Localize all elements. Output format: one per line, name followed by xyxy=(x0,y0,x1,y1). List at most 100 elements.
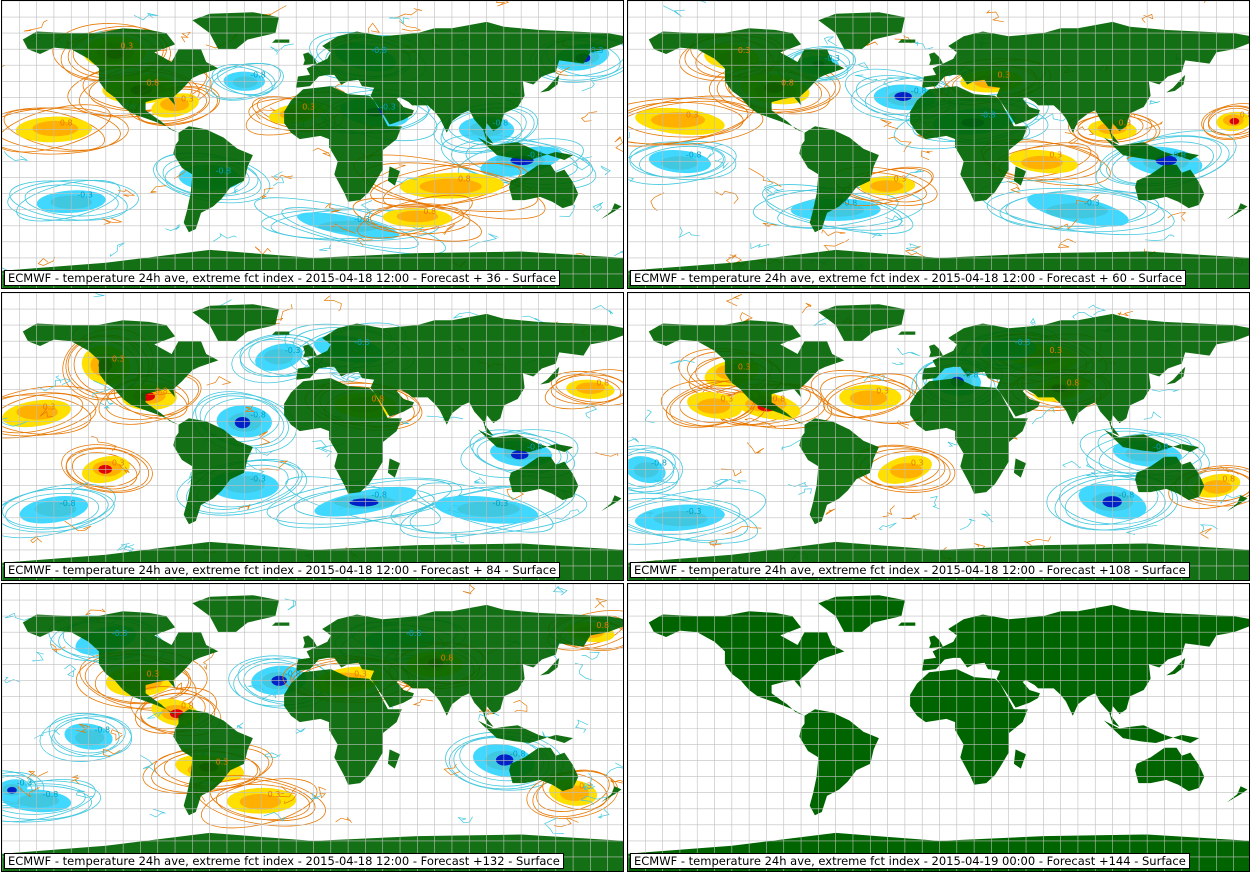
svg-text:0.3: 0.3 xyxy=(876,386,889,395)
map-caption: ECMWF - temperature 24h ave, extreme fct… xyxy=(630,562,1190,578)
svg-text:0.3: 0.3 xyxy=(112,354,125,363)
map-panel-fc36: 0.3 0.8 0.3 -0.8 0.3 -0.8 -0.3 -0.8 -0.3 0.8 -0.3 -… xyxy=(1,0,624,289)
svg-text:0.3: 0.3 xyxy=(1049,346,1062,355)
lat-lon-grid xyxy=(2,293,623,580)
svg-text:-0.3: -0.3 xyxy=(17,779,33,788)
svg-text:-0.8: -0.8 xyxy=(1153,443,1169,452)
svg-text:-0.8: -0.8 xyxy=(980,110,996,119)
svg-text:-0.8: -0.8 xyxy=(686,151,702,160)
contour-labels: 0.3 0.8 0.3 -0.8 -0.3 0.8 -0.3 -0.8 -0.3 -0.8 -0.3… xyxy=(43,338,610,508)
svg-text:0.8: 0.8 xyxy=(1222,475,1235,484)
svg-text:-0.8: -0.8 xyxy=(493,118,509,127)
svg-text:-0.8: -0.8 xyxy=(1170,151,1186,160)
svg-text:0.3: 0.3 xyxy=(354,669,367,678)
svg-text:0.8: 0.8 xyxy=(155,386,168,395)
contour-labels: 0.3 0.8 0.3 -0.8 0.3 0.8 0.3 -0.8 -0.3 -0.8 0.3 0.8… xyxy=(651,338,1235,516)
svg-text:0.8: 0.8 xyxy=(1067,378,1080,387)
svg-text:0.3: 0.3 xyxy=(120,41,133,50)
svg-text:-0.3: -0.3 xyxy=(77,191,93,200)
svg-text:0.8: 0.8 xyxy=(458,175,471,184)
svg-text:-0.8: -0.8 xyxy=(527,443,543,452)
map-caption: ECMWF - temperature 24h ave, extreme fct… xyxy=(4,562,561,578)
svg-text:0.3: 0.3 xyxy=(146,669,159,678)
map-caption: ECMWF - temperature 24h ave, extreme fct… xyxy=(630,853,1190,869)
contour-labels: 0.3 0.8 -0.3 -0.8 0.3 -0.8 0.3 -0.8 0.3 -0.8 0.3 -0… xyxy=(686,46,1250,208)
svg-text:-0.8: -0.8 xyxy=(371,491,387,500)
svg-text:0.8: 0.8 xyxy=(772,394,785,403)
contour-labels: 0.3 0.8 -0.3 -0.8 -0.3 0.8 0.3 -0.8 0.3 -0.8 0.3 -0… xyxy=(17,621,609,799)
map-canvas: 0.3 0.8 -0.3 -0.8 0.3 -0.8 0.3 -0.8 0.3 -0.8 0.3 -0… xyxy=(628,1,1250,288)
contour-labels: 0.3 0.8 0.3 -0.8 0.3 -0.8 -0.3 -0.8 -0.3 0.8 -0.3 -… xyxy=(60,41,603,223)
svg-text:0.3: 0.3 xyxy=(1049,151,1062,160)
svg-text:0.8: 0.8 xyxy=(60,118,73,127)
svg-text:-0.8: -0.8 xyxy=(216,167,232,176)
svg-text:0.8: 0.8 xyxy=(423,207,436,216)
svg-text:-0.8: -0.8 xyxy=(1119,491,1135,500)
svg-text:0.3: 0.3 xyxy=(112,459,125,468)
svg-text:0.8: 0.8 xyxy=(781,78,794,87)
map-canvas: 0.3 0.8 0.3 -0.8 0.3 0.8 0.3 -0.8 -0.3 -0.8 0.3 0.8… xyxy=(628,293,1249,580)
svg-text:-0.3: -0.3 xyxy=(285,346,301,355)
lat-lon-grid xyxy=(628,1,1249,288)
svg-text:-0.3: -0.3 xyxy=(250,475,266,484)
svg-text:0.3: 0.3 xyxy=(1119,118,1132,127)
svg-text:0.3: 0.3 xyxy=(579,782,592,791)
svg-text:-0.8: -0.8 xyxy=(510,750,526,759)
map-panel-fc108: 0.3 0.8 0.3 -0.8 0.3 0.8 0.3 -0.8 -0.3 -0.8 0.3 0.8… xyxy=(627,292,1250,581)
map-panel-fc132: 0.3 0.8 -0.3 -0.8 -0.3 0.8 0.3 -0.8 0.3 -0.8 0.3 -0… xyxy=(1,583,624,872)
lat-lon-grid xyxy=(2,584,623,871)
svg-text:0.3: 0.3 xyxy=(43,402,56,411)
lat-lon-grid xyxy=(628,584,1249,871)
map-canvas xyxy=(628,584,1249,871)
map-caption: ECMWF - temperature 24h ave, extreme fct… xyxy=(630,270,1187,286)
svg-text:-0.8: -0.8 xyxy=(651,459,667,468)
svg-text:-0.8: -0.8 xyxy=(963,370,979,379)
map-panel-fc60: 0.3 0.8 -0.3 -0.8 0.3 -0.8 0.3 -0.8 0.3 -0.8 0.3 -0… xyxy=(627,0,1250,289)
lat-lon-grid xyxy=(628,293,1249,580)
svg-text:0.3: 0.3 xyxy=(997,70,1010,79)
svg-text:-0.3: -0.3 xyxy=(112,629,128,638)
svg-text:0.3: 0.3 xyxy=(721,394,734,403)
svg-text:0.8: 0.8 xyxy=(371,394,384,403)
land-mass xyxy=(2,12,623,288)
svg-text:0.3: 0.3 xyxy=(686,110,699,119)
svg-text:0.3: 0.3 xyxy=(738,362,751,371)
svg-text:-0.3: -0.3 xyxy=(824,54,840,63)
svg-text:0.3: 0.3 xyxy=(738,46,751,55)
svg-text:0.8: 0.8 xyxy=(596,378,609,387)
map-canvas: 0.3 0.8 0.3 -0.8 -0.3 0.8 -0.3 -0.8 -0.3 -0.8 -0.3… xyxy=(2,293,623,580)
svg-text:-0.3: -0.3 xyxy=(380,102,396,111)
svg-text:0.8: 0.8 xyxy=(441,653,454,662)
svg-text:-0.8: -0.8 xyxy=(95,726,111,735)
map-caption: ECMWF - temperature 24h ave, extreme fct… xyxy=(4,270,561,286)
svg-text:0.3: 0.3 xyxy=(181,94,194,103)
svg-text:0.8: 0.8 xyxy=(596,621,609,630)
svg-text:-0.8: -0.8 xyxy=(60,499,76,508)
map-panel-fc84: 0.3 0.8 0.3 -0.8 -0.3 0.8 -0.3 -0.8 -0.3 -0.8 -0.3… xyxy=(1,292,624,581)
svg-text:-0.8: -0.8 xyxy=(911,86,927,95)
svg-text:-0.3: -0.3 xyxy=(354,215,370,224)
svg-text:0.3: 0.3 xyxy=(894,175,907,184)
svg-text:-0.3: -0.3 xyxy=(1015,338,1031,347)
svg-text:-0.8: -0.8 xyxy=(250,410,266,419)
svg-text:-0.8: -0.8 xyxy=(842,199,858,208)
svg-text:-0.3: -0.3 xyxy=(686,507,702,516)
svg-text:0.8: 0.8 xyxy=(181,701,194,710)
svg-text:-0.8: -0.8 xyxy=(285,669,301,678)
lat-lon-grid xyxy=(2,1,623,288)
svg-text:0.3: 0.3 xyxy=(302,102,315,111)
svg-text:0.3: 0.3 xyxy=(268,790,281,799)
svg-text:0.3: 0.3 xyxy=(216,758,229,767)
svg-text:-0.3: -0.3 xyxy=(354,338,370,347)
svg-text:-0.3: -0.3 xyxy=(588,46,604,55)
svg-text:-0.8: -0.8 xyxy=(371,46,387,55)
svg-text:-0.3: -0.3 xyxy=(527,151,543,160)
svg-text:-0.3: -0.3 xyxy=(493,499,509,508)
map-panel-fc144: ECMWF - temperature 24h ave, extreme fct… xyxy=(627,583,1250,872)
svg-text:-0.3: -0.3 xyxy=(1084,199,1100,208)
svg-text:-0.3: -0.3 xyxy=(406,629,422,638)
land-mass xyxy=(628,304,1249,580)
svg-text:0.8: 0.8 xyxy=(1240,110,1250,119)
map-caption: ECMWF - temperature 24h ave, extreme fct… xyxy=(4,853,564,869)
map-canvas: 0.3 0.8 -0.3 -0.8 -0.3 0.8 0.3 -0.8 0.3 -0.8 0.3 -0… xyxy=(2,584,623,871)
